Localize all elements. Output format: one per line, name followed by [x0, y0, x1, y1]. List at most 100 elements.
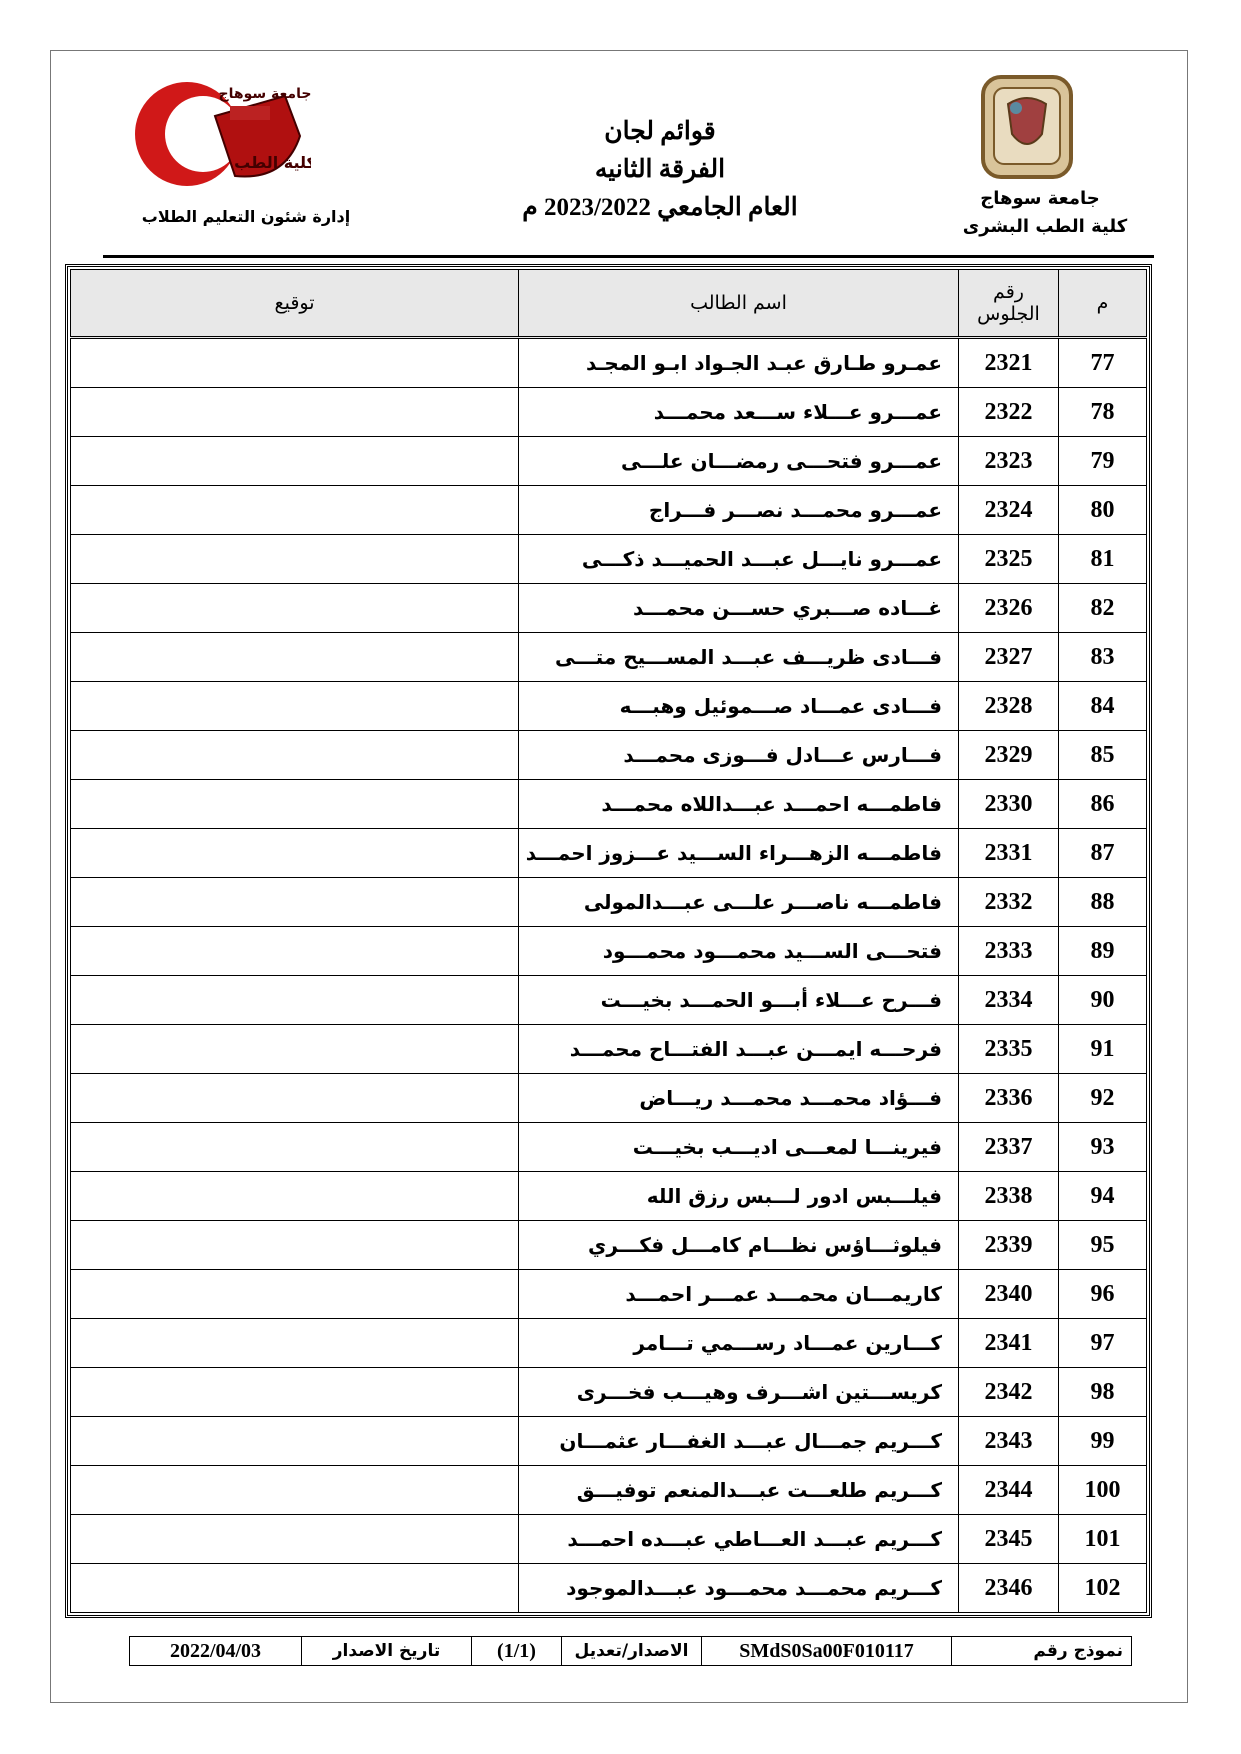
- student-name: كـــارين عمـــاد رســـمي تـــامر: [518, 1318, 959, 1368]
- faculty-logo: جامعة سوهاج كلية الطب: [135, 82, 311, 186]
- row-number: 91: [1058, 1024, 1147, 1074]
- column-header: اسم الطالب: [518, 269, 959, 339]
- academic-year: العام الجامعي 2023/2022 م: [522, 194, 798, 221]
- signature-cell: [70, 583, 519, 633]
- row-number: 84: [1058, 681, 1147, 731]
- seat-number: 2342: [958, 1367, 1059, 1417]
- signature-cell: [70, 485, 519, 535]
- student-name: فيلـــبس ادور لـــبس رزق الله: [518, 1171, 959, 1221]
- signature-cell: [70, 1024, 519, 1074]
- row-number: 93: [1058, 1122, 1147, 1172]
- student-row: 93 2337 فيرينـــا لمعـــى اديـــب بخيـــت: [70, 1122, 1147, 1172]
- signature-cell: [70, 1171, 519, 1221]
- logo-text: جامعة سوهاج: [219, 86, 311, 102]
- student-name: عمـــرو نايـــل عبـــد الحميـــد ذكـــى: [518, 534, 959, 584]
- seat-number: 2328: [958, 681, 1059, 731]
- student-name: كـــريم محمـــد محمـــود عبـــدالموجود: [518, 1563, 959, 1613]
- logo-text: كلية الطب: [234, 153, 311, 172]
- faculty-name: كلية الطب البشرى: [962, 216, 1128, 237]
- seat-number: 2340: [958, 1269, 1059, 1319]
- student-name: كـــريم طلعـــت عبـــدالمنعم توفيـــق: [518, 1465, 959, 1515]
- student-name: فـــؤاد محمـــد محمـــد ريـــاض: [518, 1073, 959, 1123]
- seat-number: 2324: [958, 485, 1059, 535]
- subtitle: الفرقة الثانيه: [594, 156, 726, 183]
- seat-number: 2321: [958, 337, 1059, 388]
- seat-number: 2337: [958, 1122, 1059, 1172]
- student-row: 89 2333 فتحـــى الســـيد محمـــود محمـــود: [70, 926, 1147, 976]
- student-row: 97 2341 كـــارين عمـــاد رســـمي تـــامر: [70, 1318, 1147, 1368]
- row-number: 101: [1058, 1514, 1147, 1564]
- student-row: 100 2344 كـــريم طلعـــت عبـــدالمنعم توفي…: [70, 1465, 1147, 1515]
- student-name: عمـرو طـارق عبـد الجـواد ابـو المجـد: [518, 337, 959, 388]
- form-code: SMdS0Sa00F010117: [701, 1636, 952, 1666]
- student-name: عمـــرو عـــلاء ســـعد محمـــد: [518, 387, 959, 437]
- row-number: 80: [1058, 485, 1147, 535]
- form-label: نموذج رقم: [951, 1636, 1132, 1666]
- row-number: 100: [1058, 1465, 1147, 1515]
- seat-number: 2332: [958, 877, 1059, 927]
- signature-cell: [70, 1122, 519, 1172]
- student-row: 98 2342 كريســـتين اشـــرف وهيـــب فخـــرى: [70, 1367, 1147, 1417]
- signature-cell: [70, 926, 519, 976]
- signature-cell: [70, 1318, 519, 1368]
- student-name: فاطمـــه احمـــد عبـــداللاه محمـــد: [518, 779, 959, 829]
- column-header: م: [1058, 269, 1147, 339]
- seat-number: 2326: [958, 583, 1059, 633]
- header-rule: [103, 255, 1154, 258]
- signature-cell: [70, 436, 519, 486]
- row-number: 89: [1058, 926, 1147, 976]
- row-number: 83: [1058, 632, 1147, 682]
- student-row: 101 2345 كـــريم عبـــد العـــاطي عبـــده …: [70, 1514, 1147, 1564]
- student-name: كريســـتين اشـــرف وهيـــب فخـــرى: [518, 1367, 959, 1417]
- university-emblem: [981, 75, 1073, 179]
- student-name: غـــاده صـــبري حســـن محمـــد: [518, 583, 959, 633]
- footer: نموذج رقم SMdS0Sa00F010117 الاصدار/تعديل…: [129, 1636, 1132, 1666]
- row-number: 99: [1058, 1416, 1147, 1466]
- student-row: 78 2322 عمـــرو عـــلاء ســـعد محمـــد: [70, 387, 1147, 437]
- seat-number: 2325: [958, 534, 1059, 584]
- signature-cell: [70, 828, 519, 878]
- seat-number: 2335: [958, 1024, 1059, 1074]
- student-name: كـــريم عبـــد العـــاطي عبـــده احمـــد: [518, 1514, 959, 1564]
- student-row: 92 2336 فـــؤاد محمـــد محمـــد ريـــاض: [70, 1073, 1147, 1123]
- signature-cell: [70, 632, 519, 682]
- seat-number: 2343: [958, 1416, 1059, 1466]
- student-row: 91 2335 فرحـــه ايمـــن عبـــد الفتـــاح م…: [70, 1024, 1147, 1074]
- student-row: 84 2328 فـــادى عمـــاد صـــموئيل وهبـــه: [70, 681, 1147, 731]
- signature-cell: [70, 877, 519, 927]
- student-row: 77 2321 عمـرو طـارق عبـد الجـواد ابـو المج…: [70, 337, 1147, 388]
- row-number: 98: [1058, 1367, 1147, 1417]
- student-name: فيرينـــا لمعـــى اديـــب بخيـــت: [518, 1122, 959, 1172]
- seat-number: 2345: [958, 1514, 1059, 1564]
- column-header: رقم الجلوس: [958, 269, 1059, 339]
- table-body: 77 2321 عمـرو طـارق عبـد الجـواد ابـو المج…: [70, 337, 1147, 1613]
- signature-cell: [70, 1563, 519, 1613]
- footer-row: نموذج رقم SMdS0Sa00F010117 الاصدار/تعديل…: [129, 1636, 1132, 1666]
- student-name: كاريمـــان محمـــد عمـــر احمـــد: [518, 1269, 959, 1319]
- signature-cell: [70, 730, 519, 780]
- seat-number: 2344: [958, 1465, 1059, 1515]
- seat-number: 2339: [958, 1220, 1059, 1270]
- student-row: 86 2330 فاطمـــه احمـــد عبـــداللاه محمــ…: [70, 779, 1147, 829]
- table-frame: م رقم الجلوس اسم الطالب توقيع 77 2321 عمـرو ط…: [65, 264, 1152, 1618]
- student-row: 88 2332 فاطمـــه ناصـــر علـــى عبـــدالمو…: [70, 877, 1147, 927]
- title: قوائم لجان: [604, 118, 716, 145]
- row-number: 92: [1058, 1073, 1147, 1123]
- seat-number: 2334: [958, 975, 1059, 1025]
- student-row: 94 2338 فيلـــبس ادور لـــبس رزق الله: [70, 1171, 1147, 1221]
- student-row: 102 2346 كـــريم محمـــد محمـــود عبـــدال…: [70, 1563, 1147, 1613]
- signature-cell: [70, 779, 519, 829]
- signature-cell: [70, 337, 519, 388]
- row-number: 95: [1058, 1220, 1147, 1270]
- student-name: فرحـــه ايمـــن عبـــد الفتـــاح محمـــد: [518, 1024, 959, 1074]
- date-label: تاريخ الاصدار: [301, 1636, 472, 1666]
- seat-number: 2330: [958, 779, 1059, 829]
- column-header: توقيع: [70, 269, 519, 339]
- seat-number: 2338: [958, 1171, 1059, 1221]
- student-name: عمـــرو فتحـــى رمضـــان علـــى: [518, 436, 959, 486]
- seat-number: 2331: [958, 828, 1059, 878]
- signature-cell: [70, 1073, 519, 1123]
- student-name: فتحـــى الســـيد محمـــود محمـــود: [518, 926, 959, 976]
- student-row: 96 2340 كاريمـــان محمـــد عمـــر احمـــد: [70, 1269, 1147, 1319]
